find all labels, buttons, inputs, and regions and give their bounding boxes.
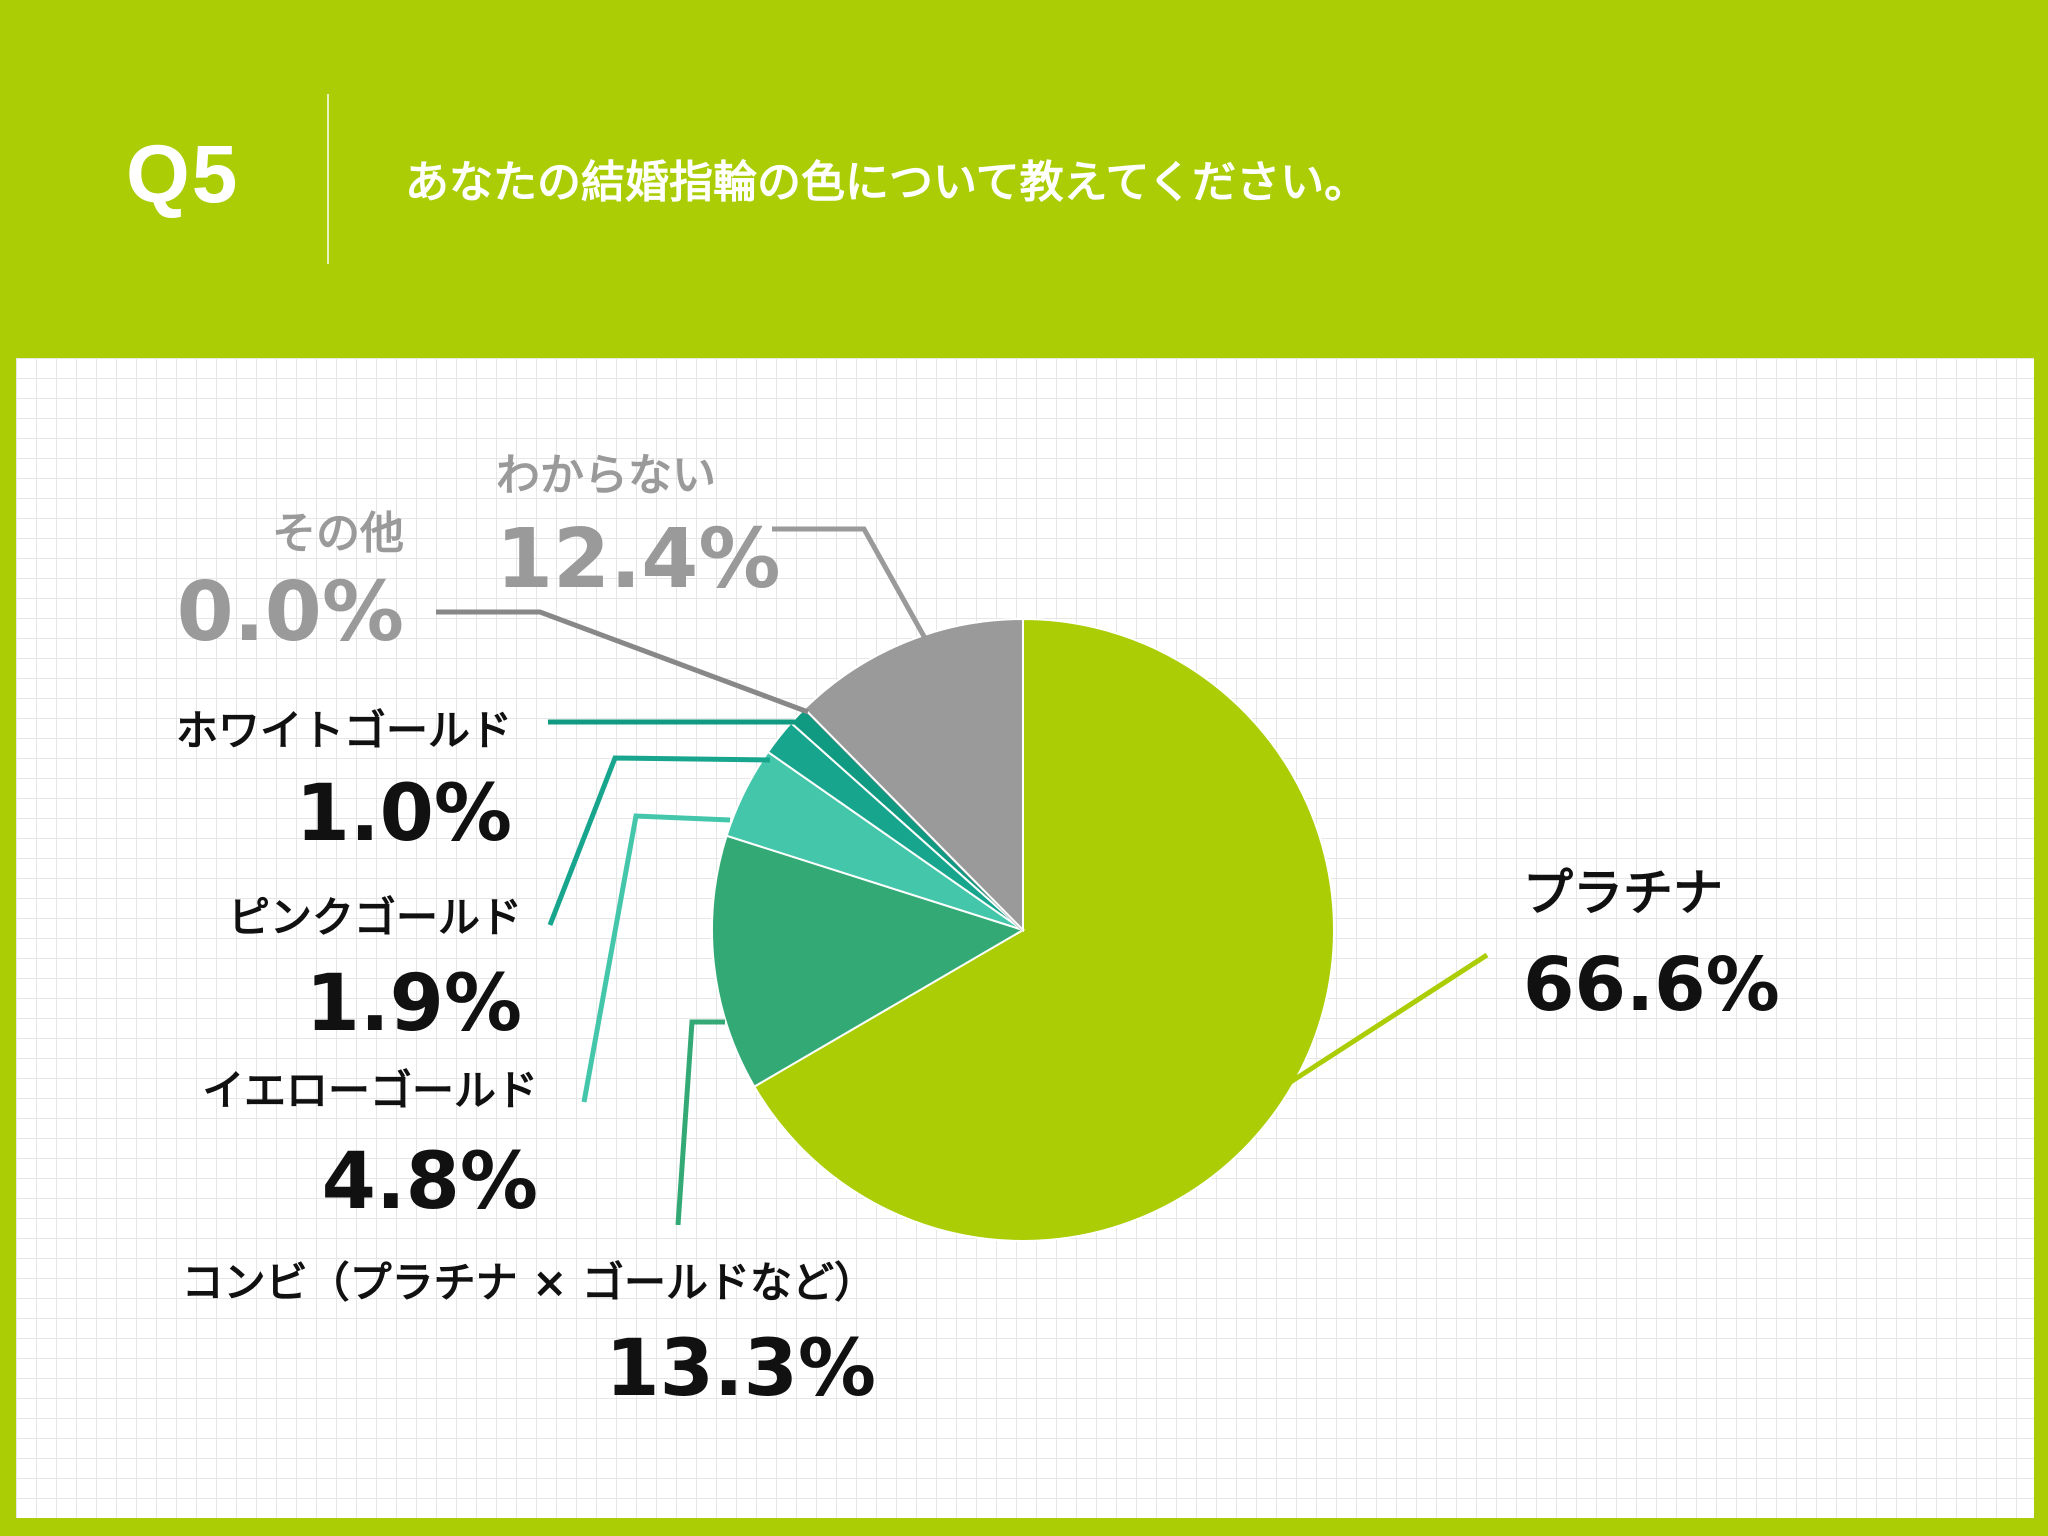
question-number: Q5 (126, 129, 240, 220)
slice-label-6: わからない (496, 450, 716, 501)
question-header: Q5 あなたの結婚指輪の色について教えてください。 (0, 0, 2048, 358)
slice-label-2: イエローゴールド (202, 1066, 538, 1115)
pie-slices (711, 617, 1335, 1242)
pie-slice-6 (803, 617, 1024, 933)
slice-label-4: ホワイトゴールド (176, 706, 512, 755)
slice-label-0: プラチナ (1523, 864, 1723, 922)
question-text: あなたの結婚指輪の色について教えてください。 (405, 157, 1369, 208)
slice-value-6: 12.4% (496, 512, 780, 607)
slice-value-3: 1.9% (306, 959, 522, 1049)
header-divider (327, 94, 329, 264)
leader-line-6 (772, 526, 929, 642)
slice-label-1: コンビ（プラチナ × ゴールドなど） (182, 1258, 876, 1307)
leader-line-5 (436, 609, 809, 715)
leader-lines (436, 526, 1489, 1226)
slice-value-2: 4.8% (322, 1137, 538, 1227)
pie-slice-1 (711, 834, 1026, 1088)
leader-line-3 (547, 755, 771, 926)
slice-labels: プラチナ 66.6% コンビ（プラチナ × ゴールドなど） 13.3% イエローゴールド… (176, 450, 1780, 1414)
slice-value-1: 13.3% (605, 1324, 876, 1414)
slice-value-4: 1.0% (296, 769, 512, 859)
slice-label-5: その他 (272, 508, 404, 559)
slice-label-3: ピンクゴールド (228, 893, 522, 942)
slice-value-0: 66.6% (1523, 942, 1780, 1028)
leader-line-2 (581, 813, 731, 1103)
chart-panel (16, 358, 2034, 1518)
leader-line-0 (1287, 952, 1489, 1086)
pie-slice-0 (752, 617, 1335, 1242)
slice-value-5: 0.0% (177, 565, 404, 660)
leader-line-1 (675, 1019, 725, 1226)
